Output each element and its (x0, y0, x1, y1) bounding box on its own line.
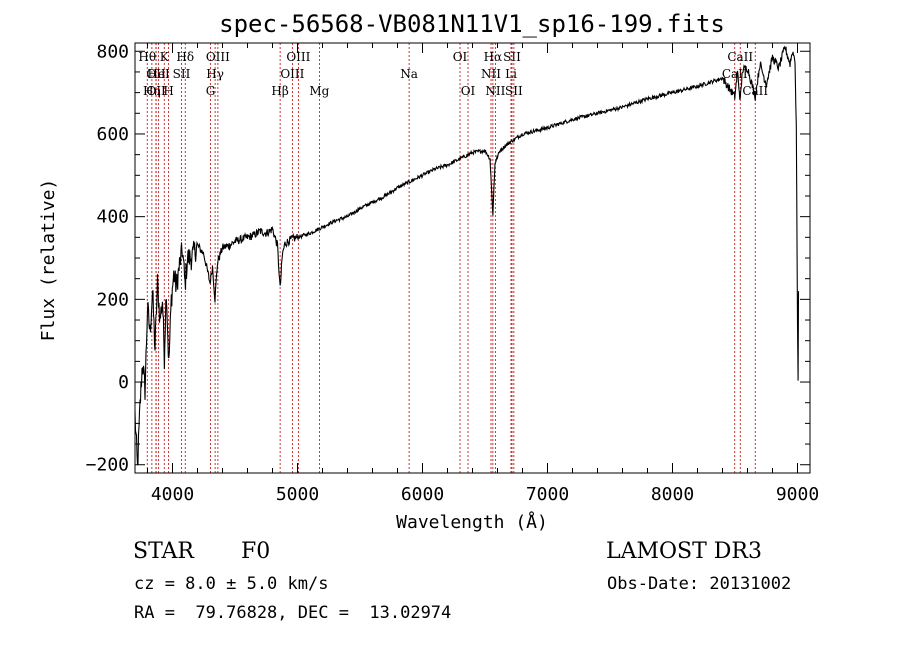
x-tick-label: 9000 (776, 484, 819, 505)
line-marker-label: Hβ (271, 84, 288, 98)
line-marker-label: OIII (206, 50, 230, 64)
line-marker-label: Na (400, 67, 418, 81)
spectrum-line (134, 45, 800, 466)
object-subclass: F0 (241, 539, 271, 564)
y-tick-label: 0 (118, 372, 129, 393)
x-tick-label: 6000 (401, 484, 444, 505)
survey-label: LAMOST DR3 (606, 539, 762, 564)
y-axis-label: Flux (relative) (38, 179, 59, 342)
y-tick-label: 800 (96, 41, 129, 62)
x-axis-label: Wavelength (Å) (396, 511, 548, 533)
line-marker-label: Mg (309, 84, 329, 98)
line-marker-label: Hθ (138, 50, 156, 64)
object-class: STAR (133, 539, 194, 564)
series-layer (134, 45, 800, 466)
line-marker-label: CaII (742, 84, 768, 98)
line-marker-label: NII (485, 84, 505, 98)
y-tick-label: 400 (96, 207, 129, 228)
redshift-text: cz = 8.0 ± 5.0 km/s (134, 574, 329, 594)
x-tick-label: 8000 (651, 484, 694, 505)
line-marker-label: Li (505, 67, 517, 81)
line-marker-label: OIII (286, 50, 310, 64)
line-marker-label: SII (173, 67, 191, 81)
y-tick-label: 600 (96, 124, 129, 145)
line-marker-label: G (206, 84, 216, 98)
line-marker-label: OIII (280, 67, 304, 81)
line-marker-label: HeI (147, 67, 170, 81)
coordinates-text: RA = 79.76828, DEC = 13.02974 (134, 603, 452, 623)
line-marker-label: OI (461, 84, 476, 98)
line-marker-label: SII (505, 84, 523, 98)
line-marker-label: CaII (727, 50, 753, 64)
line-marker-label: Hγ (206, 67, 224, 81)
tick-layer: 4000 5000 6000 7000 8000 9000 −200 0 200 400 600 80… (86, 41, 820, 505)
line-marker-layer: HθHηOIIOIIHeIKHSIIHδGHγOIIIHβOIIIOIIIMgN… (138, 43, 768, 473)
line-marker-label: OII (146, 84, 166, 98)
y-tick-label: 200 (96, 289, 129, 310)
line-marker-label: NII (481, 67, 501, 81)
line-marker-label: OI (453, 50, 468, 64)
y-tick-label: −200 (86, 455, 129, 476)
line-marker-label: Hδ (176, 50, 194, 64)
obs-date-text: Obs-Date: 20131002 (607, 574, 792, 594)
line-marker-label: Hα (484, 50, 503, 64)
plot-frame (134, 42, 811, 474)
chart-title: spec-56568-VB081N11V1_sp16-199.fits (219, 10, 725, 38)
x-tick-label: 5000 (276, 484, 319, 505)
line-marker-label: OII (146, 67, 166, 81)
x-tick-label: 4000 (151, 484, 194, 505)
x-tick-label: 7000 (526, 484, 569, 505)
line-marker-label: H (163, 84, 173, 98)
line-marker-label: SII (503, 50, 521, 64)
line-marker-label: K (160, 50, 170, 64)
